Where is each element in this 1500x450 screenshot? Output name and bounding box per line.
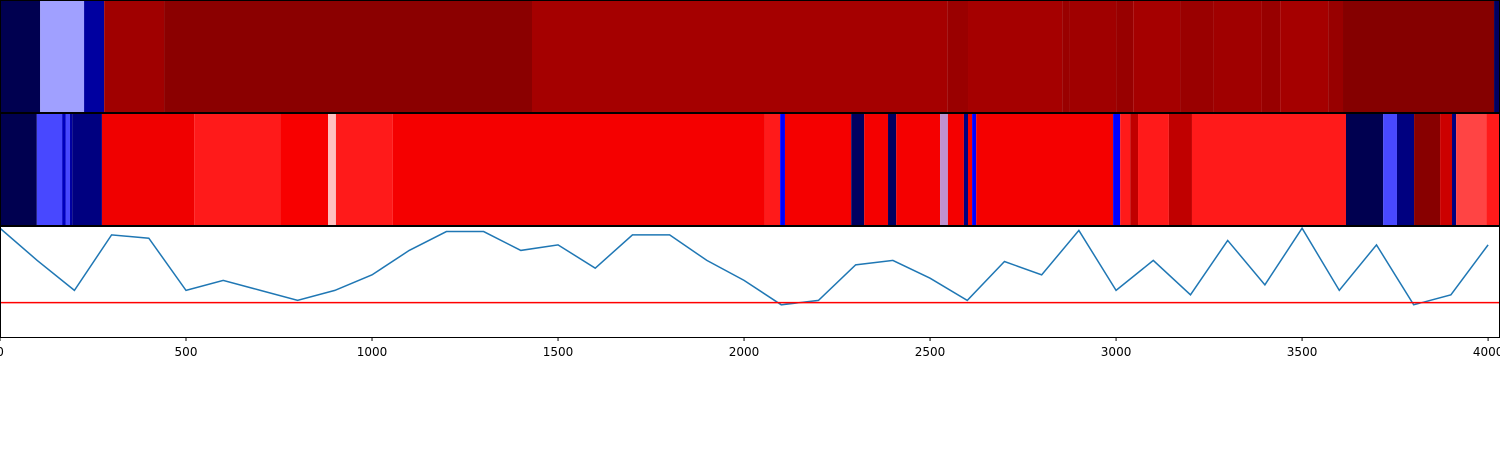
band-segment	[968, 0, 1063, 112]
band-segment	[1138, 113, 1169, 225]
band-segment	[1345, 113, 1384, 225]
band-segment	[40, 0, 85, 112]
x-tick-label: 3500	[1287, 345, 1318, 359]
band-segment	[84, 0, 105, 112]
band-segment	[194, 113, 281, 225]
band-segment	[1452, 113, 1457, 225]
band-segment	[0, 113, 37, 225]
band-segment	[531, 0, 948, 112]
x-tick-label: 4000	[1473, 345, 1500, 359]
band-segment	[65, 113, 70, 225]
band-segment	[896, 113, 941, 225]
band-segment	[1113, 113, 1121, 225]
band-segment	[36, 113, 63, 225]
band-segment	[972, 113, 977, 225]
band-segment	[1456, 113, 1487, 225]
band-segment	[1396, 113, 1415, 225]
x-tick-label: 1500	[543, 345, 574, 359]
band-segment	[1343, 0, 1495, 112]
band-segment	[72, 113, 102, 225]
band-segment	[1062, 0, 1070, 112]
band-segment	[1116, 0, 1134, 112]
band-segment	[1328, 0, 1344, 112]
x-tick-label: 2000	[729, 345, 760, 359]
panel-frame	[0, 226, 1500, 338]
band-segment	[947, 113, 964, 225]
band-segment	[101, 113, 195, 225]
band-segment	[335, 113, 393, 225]
band-segment	[62, 113, 66, 225]
x-tick-label: 3000	[1101, 345, 1132, 359]
band-segment	[1120, 113, 1131, 225]
band-segment	[69, 113, 73, 225]
band-segment	[764, 113, 781, 225]
band-segment	[940, 113, 948, 225]
band-segment	[1168, 113, 1192, 225]
band-segment	[851, 113, 865, 225]
band-segment	[280, 113, 329, 225]
band-segment	[968, 113, 973, 225]
band-segment	[888, 113, 897, 225]
band-segment	[1213, 0, 1262, 112]
band-segment	[328, 113, 336, 225]
band-segment	[104, 0, 165, 112]
x-tick-label: 500	[175, 345, 198, 359]
band-segment	[1494, 0, 1500, 112]
band-segment	[1069, 0, 1117, 112]
band-segment	[864, 113, 889, 225]
band-segment	[1130, 113, 1139, 225]
band-segment	[1261, 0, 1281, 112]
band-segment	[1440, 113, 1453, 225]
band-segment	[947, 0, 969, 112]
x-tick-label: 2500	[915, 345, 946, 359]
band-segment	[1180, 0, 1214, 112]
band-segment	[392, 113, 765, 225]
band-segment	[1280, 0, 1329, 112]
band-segment	[1133, 0, 1181, 112]
band-segment	[784, 113, 852, 225]
x-tick-label: 0	[0, 345, 4, 359]
band-segment	[1486, 113, 1500, 225]
band-segment	[164, 0, 532, 112]
x-tick-label: 1000	[357, 345, 388, 359]
band-segment	[0, 0, 41, 112]
band-segment	[1383, 113, 1397, 225]
band-segment	[1414, 113, 1441, 225]
band-segment	[1191, 113, 1346, 225]
band-segment	[976, 113, 1114, 225]
band-segment	[963, 113, 969, 225]
band-segment	[780, 113, 785, 225]
data-line	[0, 226, 1489, 306]
